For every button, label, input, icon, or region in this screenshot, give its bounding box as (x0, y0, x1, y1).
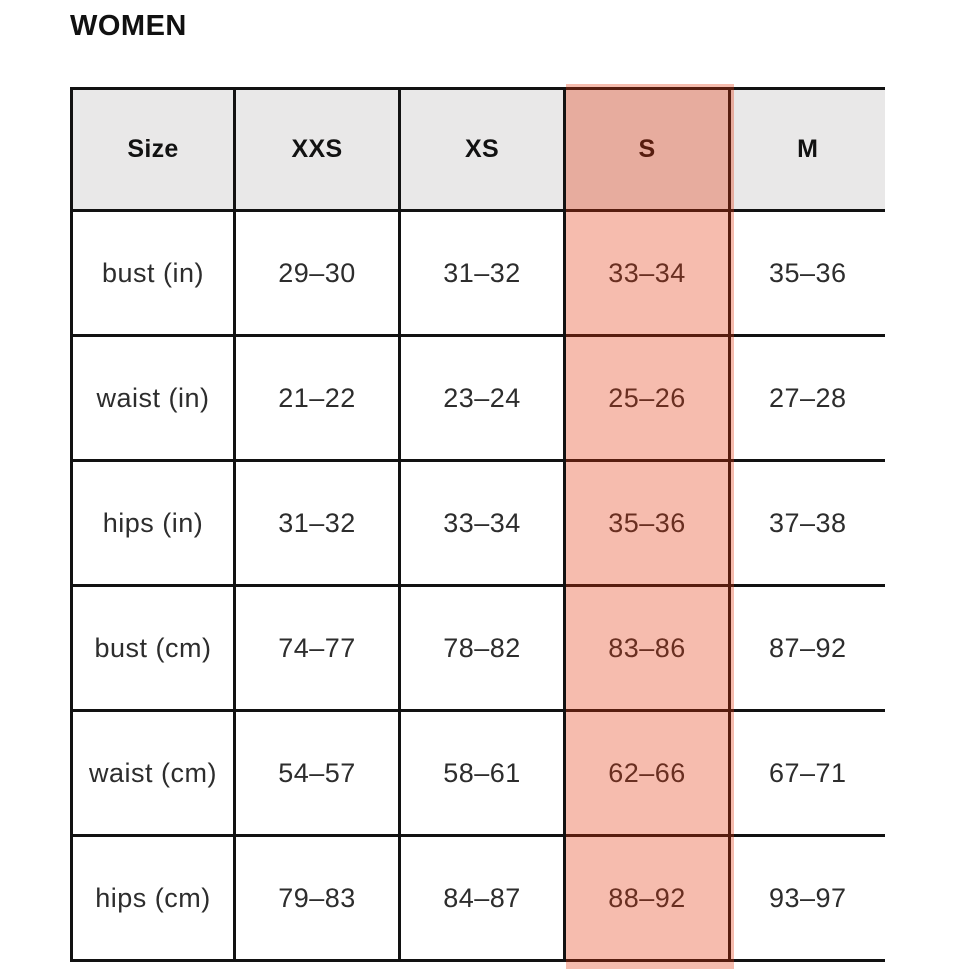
header-cell-xxs: XXS (233, 87, 401, 212)
table-cell: 88–92 (563, 834, 731, 962)
row-label: hips (cm) (70, 834, 236, 962)
row-label: bust (in) (70, 209, 236, 337)
header-cell-xs: XS (398, 87, 566, 212)
table-row-bust-cm: bust (cm) 74–77 78–82 83–86 87–92 (70, 584, 885, 712)
table-cell: 67–71 (728, 709, 885, 837)
table-cell: 33–34 (563, 209, 731, 337)
table-row-waist-in: waist (in) 21–22 23–24 25–26 27–28 (70, 334, 885, 462)
table-cell: 93–97 (728, 834, 885, 962)
table-cell: 27–28 (728, 334, 885, 462)
table-cell: 35–36 (563, 459, 731, 587)
size-table-container: Size XXS XS S M bust (in) 29–30 31–32 33… (70, 84, 885, 969)
table-cell: 31–32 (233, 459, 401, 587)
table-cell: 58–61 (398, 709, 566, 837)
table-cell: 29–30 (233, 209, 401, 337)
table-cell: 25–26 (563, 334, 731, 462)
header-cell-size: Size (70, 87, 236, 212)
table-cell: 87–92 (728, 584, 885, 712)
table-cell: 62–66 (563, 709, 731, 837)
table-cell: 83–86 (563, 584, 731, 712)
row-label: hips (in) (70, 459, 236, 587)
row-label: waist (cm) (70, 709, 236, 837)
table-cell: 37–38 (728, 459, 885, 587)
table-cell: 35–36 (728, 209, 885, 337)
table-cell: 74–77 (233, 584, 401, 712)
table-cell: 31–32 (398, 209, 566, 337)
header-cell-s: S (563, 87, 731, 212)
header-cell-m: M (728, 87, 885, 212)
table-row-hips-cm: hips (cm) 79–83 84–87 88–92 93–97 (70, 834, 885, 962)
row-label: bust (cm) (70, 584, 236, 712)
row-label: waist (in) (70, 334, 236, 462)
table-cell: 21–22 (233, 334, 401, 462)
table-cell: 54–57 (233, 709, 401, 837)
table-row-waist-cm: waist (cm) 54–57 58–61 62–66 67–71 (70, 709, 885, 837)
table-cell: 84–87 (398, 834, 566, 962)
table-cell: 79–83 (233, 834, 401, 962)
size-table: Size XXS XS S M bust (in) 29–30 31–32 33… (70, 87, 885, 962)
table-cell: 33–34 (398, 459, 566, 587)
table-row-hips-in: hips (in) 31–32 33–34 35–36 37–38 (70, 459, 885, 587)
table-cell: 78–82 (398, 584, 566, 712)
table-cell: 23–24 (398, 334, 566, 462)
page-title: WOMEN (70, 10, 187, 42)
table-row-bust-in: bust (in) 29–30 31–32 33–34 35–36 (70, 209, 885, 337)
header-row: Size XXS XS S M (70, 87, 885, 212)
